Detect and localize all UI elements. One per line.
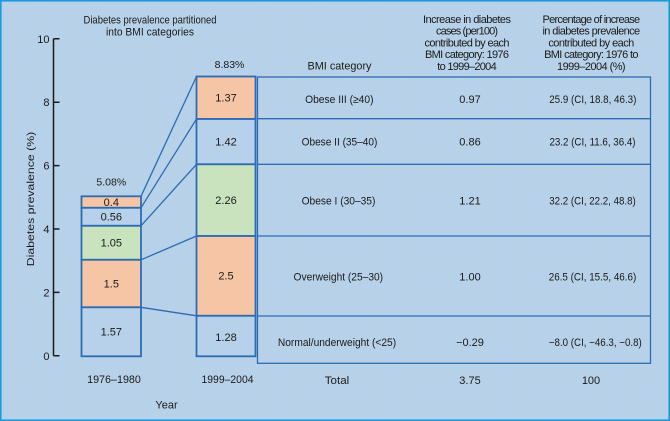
svg-text:10: 10 [37, 34, 49, 46]
svg-text:1.00: 1.00 [459, 272, 480, 284]
svg-text:0.4: 0.4 [104, 197, 119, 209]
svg-text:into BMI categories: into BMI categories [106, 27, 194, 39]
svg-text:3.75: 3.75 [459, 375, 480, 387]
svg-text:Increase in diabetes: Increase in diabetes [423, 14, 511, 26]
svg-text:0.86: 0.86 [459, 137, 480, 149]
svg-text:1.21: 1.21 [459, 196, 480, 208]
svg-text:BMI category: 1976 to: BMI category: 1976 to [544, 49, 638, 61]
svg-text:1.57: 1.57 [101, 327, 122, 339]
svg-text:1.05: 1.05 [101, 238, 122, 250]
svg-text:BMI category: BMI category [308, 61, 372, 73]
svg-text:Normal/underweight (<25): Normal/underweight (<25) [278, 337, 396, 349]
svg-text:1.28: 1.28 [215, 332, 236, 344]
svg-text:2: 2 [43, 287, 49, 299]
svg-text:25.9 (CI, 18.8, 46.3): 25.9 (CI, 18.8, 46.3) [549, 94, 636, 106]
svg-text:1999–2004 (%): 1999–2004 (%) [557, 61, 626, 73]
svg-text:1999–2004: 1999–2004 [202, 374, 254, 386]
svg-text:0.56: 0.56 [101, 212, 122, 224]
svg-text:Overweight (25–30): Overweight (25–30) [294, 272, 384, 284]
svg-text:−8.0 (CI, −46.3, −0.8): −8.0 (CI, −46.3, −0.8) [549, 337, 642, 349]
svg-text:1.42: 1.42 [215, 136, 236, 148]
svg-text:contributed by each: contributed by each [424, 37, 509, 49]
svg-text:1976–1980: 1976–1980 [87, 374, 141, 386]
svg-text:Diabetes prevalence (%): Diabetes prevalence (%) [26, 132, 37, 267]
svg-text:32.2 (CI, 22.2, 48.8): 32.2 (CI, 22.2, 48.8) [549, 196, 636, 208]
svg-text:in diabetes prevalence: in diabetes prevalence [542, 26, 640, 38]
svg-text:8: 8 [43, 97, 49, 109]
svg-text:BMI category: 1976: BMI category: 1976 [425, 49, 509, 61]
svg-text:2.5: 2.5 [218, 271, 233, 283]
svg-text:1.5: 1.5 [104, 278, 119, 290]
svg-text:contributed by each: contributed by each [548, 37, 634, 49]
svg-text:Percentage of increase: Percentage of increase [543, 14, 641, 26]
svg-text:to 1999–2004: to 1999–2004 [437, 61, 496, 73]
svg-text:100: 100 [582, 375, 600, 387]
svg-text:1.37: 1.37 [215, 93, 236, 105]
svg-text:Total: Total [325, 375, 350, 387]
svg-text:0.97: 0.97 [459, 94, 480, 106]
svg-text:4: 4 [43, 224, 49, 236]
svg-text:23.2 (CI, 11.6, 36.4): 23.2 (CI, 11.6, 36.4) [549, 137, 635, 149]
svg-text:6: 6 [43, 161, 49, 173]
svg-text:Diabetes prevalence partitione: Diabetes prevalence partitioned [84, 15, 217, 27]
svg-text:cases (per100): cases (per100) [436, 26, 498, 38]
svg-text:Obese III (≥40): Obese III (≥40) [305, 94, 373, 106]
svg-text:Obese II (35–40): Obese II (35–40) [302, 137, 378, 149]
svg-text:−0.29: −0.29 [456, 337, 484, 349]
svg-text:2.26: 2.26 [215, 195, 236, 207]
svg-text:8.83%: 8.83% [215, 59, 245, 71]
svg-text:26.5 (CI, 15.5, 46.6): 26.5 (CI, 15.5, 46.6) [549, 272, 637, 284]
svg-text:5.08%: 5.08% [96, 176, 126, 188]
svg-text:Obese I (30–35): Obese I (30–35) [302, 196, 376, 208]
svg-text:0: 0 [43, 351, 49, 363]
svg-text:Year: Year [155, 399, 178, 411]
